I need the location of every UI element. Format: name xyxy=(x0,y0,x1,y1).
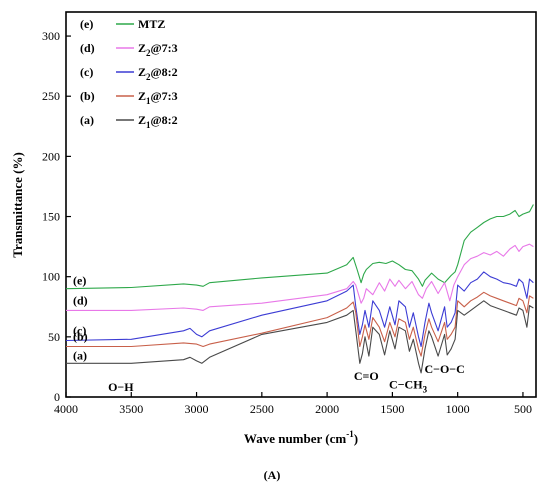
legend-tag: (b) xyxy=(80,89,95,103)
legend-label: Z1@7:3 xyxy=(138,89,178,106)
legend-tag: (a) xyxy=(80,113,94,127)
y-tick-label: 0 xyxy=(54,390,60,404)
x-tick-label: 500 xyxy=(514,402,532,416)
band-annotation-text: C=O xyxy=(354,369,379,383)
curve-label: (e) xyxy=(73,274,86,288)
x-tick-label: 3000 xyxy=(185,402,209,416)
legend-label-name: Z xyxy=(138,65,146,79)
panel-label: (A) xyxy=(264,468,281,482)
axis-ticks: 4000 3500 3000 2500 2000 1500 1000 500 0 50 100 150… xyxy=(42,29,532,416)
legend-label-name: Z xyxy=(138,89,146,103)
y-axis-title: Transmittance (%) xyxy=(10,152,25,258)
band-annotation: C−O−C xyxy=(424,362,464,376)
curve-label: (d) xyxy=(73,293,88,307)
series-line xyxy=(65,271,534,348)
legend: (e) MTZ(d) Z2@7:3(c) Z2@8:2(b) Z1@7:3(a) Z1@8… xyxy=(80,17,178,130)
y-tick-label: 50 xyxy=(48,330,60,344)
x-axis-title: Wave number (cm-1) xyxy=(244,429,358,446)
y-tick-label: 150 xyxy=(42,210,60,224)
curve-label: (c) xyxy=(73,323,86,337)
legend-tag: (d) xyxy=(80,41,95,55)
legend-label-sub: 1 xyxy=(146,96,151,106)
legend-label-sub: 2 xyxy=(146,48,151,58)
series-line xyxy=(66,291,534,357)
band-annotation-text: O−H xyxy=(108,380,134,394)
x-tick-label: 1000 xyxy=(446,402,470,416)
x-tick-label: 2000 xyxy=(315,402,339,416)
legend-label: MTZ xyxy=(138,17,165,31)
legend-label-suffix: @8:2 xyxy=(151,65,178,79)
legend-label-sub: 1 xyxy=(146,120,151,130)
series-layer xyxy=(65,204,534,374)
y-tick-label: 200 xyxy=(42,149,60,163)
legend-label-suffix: @7:3 xyxy=(151,41,178,55)
curve-labels: (e) (d) (c)(b) (a) xyxy=(73,274,88,363)
series-line xyxy=(66,243,534,311)
legend-label-name: Z xyxy=(138,113,146,127)
x-tick-label: 1500 xyxy=(380,402,404,416)
y-tick-label: 250 xyxy=(42,89,60,103)
legend-label-name: Z xyxy=(138,41,146,55)
band-annotation: O−H xyxy=(108,380,134,394)
legend-label: Z1@8:2 xyxy=(138,113,178,130)
y-tick-label: 100 xyxy=(42,270,60,284)
band-annotation: C−CH3 xyxy=(389,378,428,395)
curve-label: (a) xyxy=(73,348,87,362)
legend-label: Z2@7:3 xyxy=(138,41,178,58)
series-line xyxy=(66,300,534,374)
plot-frame xyxy=(65,11,537,398)
x-tick-label: 3500 xyxy=(119,402,143,416)
band-annotation: C=O xyxy=(354,369,379,383)
band-annotation-sub: 3 xyxy=(423,385,428,395)
curve-label: (b) xyxy=(73,329,88,343)
x-tick-label: 2500 xyxy=(250,402,274,416)
legend-tag: (e) xyxy=(80,17,93,31)
legend-tag: (c) xyxy=(80,65,93,79)
legend-label-suffix: @8:2 xyxy=(151,113,178,127)
band-annotation-text: C−O−C xyxy=(424,362,464,376)
series-line xyxy=(65,204,534,290)
legend-label-name: MTZ xyxy=(138,17,165,31)
y-tick-label: 300 xyxy=(42,29,60,43)
x-tick-label: 4000 xyxy=(54,402,78,416)
annotations: O−H C=O C−CH3 C−O−C xyxy=(108,362,465,395)
legend-label-sub: 2 xyxy=(146,72,151,82)
legend-label-suffix: @7:3 xyxy=(151,89,178,103)
band-annotation-text: C−CH xyxy=(389,378,423,392)
legend-label: Z2@8:2 xyxy=(138,65,178,82)
